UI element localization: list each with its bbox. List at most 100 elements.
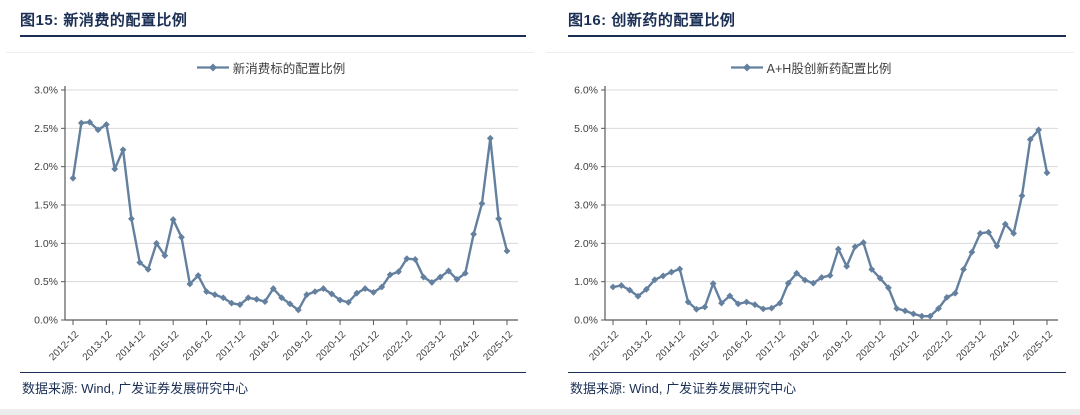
data-point-marker <box>420 273 427 281</box>
x-tick-label: 2013-12 <box>621 329 655 363</box>
x-tick-label: 2016-12 <box>181 329 215 363</box>
separator-rule <box>546 52 1074 53</box>
data-point-marker <box>311 288 319 296</box>
x-tick-label: 2014-12 <box>654 329 688 363</box>
data-point-marker <box>219 294 227 302</box>
x-tick-label: 2024-12 <box>988 329 1022 363</box>
legend-diamond-icon <box>742 63 751 71</box>
title-rule <box>20 35 526 37</box>
data-point-marker <box>1043 169 1051 177</box>
data-source-note: 数据来源: Wind, 广发证券发展研究中心 <box>22 381 249 396</box>
legend-diamond-icon <box>208 63 217 71</box>
data-point-marker <box>370 289 377 296</box>
data-point-marker <box>261 298 269 305</box>
y-tick-label: 2.0% <box>574 238 598 250</box>
data-point-marker <box>793 269 801 277</box>
data-point-marker <box>486 134 494 142</box>
data-point-marker <box>286 300 294 308</box>
x-tick-label: 2014-12 <box>114 329 148 363</box>
data-point-marker <box>77 119 85 127</box>
data-point-marker <box>86 118 94 126</box>
x-tick-label: 2015-12 <box>688 329 722 363</box>
x-tick-label: 2019-12 <box>281 329 315 363</box>
data-point-marker <box>734 300 742 308</box>
legend-line-marker-icon <box>196 63 229 71</box>
y-tick-label: 0.0% <box>34 315 58 327</box>
data-point-marker <box>701 303 709 311</box>
data-point-marker <box>378 283 386 291</box>
x-tick-label: 2013-12 <box>81 329 115 363</box>
chart-legend: 新消费标的配置比例 <box>0 58 540 76</box>
legend-line-marker-icon <box>730 63 763 71</box>
data-point-marker <box>1035 126 1043 134</box>
y-tick-label: 2.5% <box>34 123 58 135</box>
data-point-marker <box>294 306 302 314</box>
data-point-marker <box>303 291 311 299</box>
x-tick-label: 2018-12 <box>788 329 822 363</box>
data-point-marker <box>693 305 700 313</box>
data-point-marker <box>278 294 286 302</box>
data-point-marker <box>876 274 884 282</box>
new-consumption-line-chart: 0.0% 0.5% 1.0% 1.5% 2.0% 2.5% 3.0% 2012-12 2013-… <box>34 85 518 363</box>
data-point-marker <box>893 305 901 312</box>
data-point-marker <box>885 284 892 292</box>
panel-title: 图15: 新消费的配置比例 <box>20 12 188 29</box>
data-point-marker <box>968 248 976 256</box>
x-tick-label: 2021-12 <box>888 329 922 363</box>
data-point-marker <box>194 272 202 279</box>
data-point-marker <box>926 312 934 320</box>
data-point-marker <box>726 292 734 300</box>
data-point-marker <box>178 233 185 241</box>
data-point-marker <box>826 272 834 279</box>
y-tick-label: 0.5% <box>34 276 58 288</box>
chart-panel-innovative-drugs: 图16: 创新药的配置比例 A+H股创新药配置比例 0.0% 1.0% 2.0% 3.… <box>540 0 1080 415</box>
data-point-marker <box>718 299 725 307</box>
x-tick-label: 2025-12 <box>1021 329 1055 363</box>
data-point-marker <box>345 298 352 306</box>
data-point-marker <box>1018 192 1026 200</box>
data-point-marker <box>119 146 127 154</box>
data-point-marker <box>186 280 194 288</box>
data-point-marker <box>94 126 102 134</box>
data-point-marker <box>809 279 817 287</box>
data-point-marker <box>768 304 775 312</box>
innovative-drug-line-chart: 0.0% 1.0% 2.0% 3.0% 4.0% 5.0% 6.0% 2012-12 2013-… <box>574 85 1058 363</box>
data-point-marker <box>751 301 759 309</box>
data-point-marker <box>144 266 152 273</box>
data-point-marker <box>993 242 1001 250</box>
data-source-note: 数据来源: Wind, 广发证券发展研究中心 <box>570 381 797 396</box>
x-tick-label: 2021-12 <box>348 329 382 363</box>
y-tick-label: 1.0% <box>34 238 58 250</box>
data-point-marker <box>128 215 135 223</box>
data-point-marker <box>478 200 486 207</box>
y-tick-label: 1.5% <box>34 200 58 212</box>
data-line <box>611 128 1049 318</box>
data-point-marker <box>901 307 909 315</box>
x-tick-label: 2023-12 <box>955 329 989 363</box>
y-tick-label: 2.0% <box>34 161 58 173</box>
separator-rule <box>6 52 534 53</box>
title-rule <box>568 35 1066 37</box>
data-point-marker <box>943 293 951 301</box>
x-tick-label: 2015-12 <box>148 329 182 363</box>
data-point-marker <box>69 174 77 182</box>
data-point-marker <box>976 229 984 237</box>
x-tick-label: 2024-12 <box>448 329 482 363</box>
data-point-marker <box>776 299 784 307</box>
data-point-marker <box>659 272 667 280</box>
data-point-marker <box>759 305 767 313</box>
data-point-marker <box>642 285 650 293</box>
data-point-marker <box>495 215 503 223</box>
data-point-marker <box>634 292 642 300</box>
x-tick-label: 2017-12 <box>214 329 248 363</box>
data-point-marker <box>169 216 177 223</box>
x-tick-label: 2023-12 <box>415 329 449 363</box>
data-point-marker <box>668 268 675 276</box>
y-tick-label: 1.0% <box>574 276 598 288</box>
data-point-marker <box>336 296 344 304</box>
y-tick-label: 3.0% <box>574 200 598 212</box>
data-point-marker <box>1010 229 1018 237</box>
data-point-marker <box>801 276 809 284</box>
data-point-marker <box>353 289 361 297</box>
